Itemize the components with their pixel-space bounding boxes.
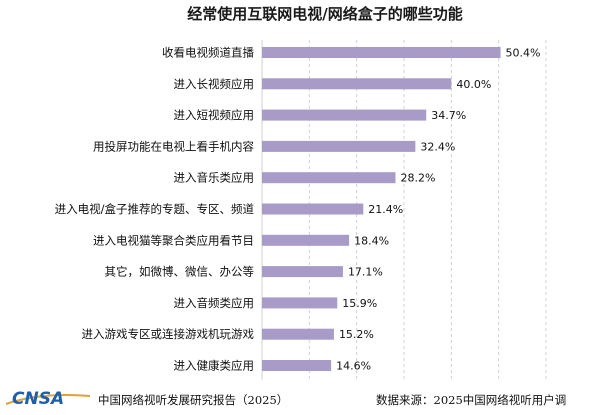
value-label: 18.4% — [354, 234, 389, 247]
value-label: 21.4% — [368, 203, 403, 216]
value-label: 17.1% — [348, 266, 383, 279]
value-label: 14.6% — [336, 360, 371, 373]
bar — [262, 47, 501, 58]
value-label: 15.2% — [339, 328, 374, 341]
footer: CNSA 中国网络视听发展研究报告（2025） 数据来源：2025中国网络视听用… — [5, 389, 566, 409]
bar — [262, 172, 396, 184]
category-labels: 收看电视频道直播进入长视频应用进入短视频应用用投屏功能在电视上看手机内容进入音乐… — [55, 46, 255, 373]
bar — [262, 203, 364, 215]
category-label: 进入电视猫等聚合类应用看节目 — [93, 233, 254, 247]
value-label: 28.2% — [400, 172, 435, 185]
bar — [262, 140, 416, 152]
bars — [262, 47, 501, 371]
report-name: 中国网络视听发展研究报告（2025） — [98, 393, 288, 407]
bar — [262, 78, 452, 90]
category-label: 进入短视频应用 — [174, 108, 255, 122]
value-labels: 50.4% 40.0% 34.7% 32.4% 28.2% 21.4% 18.4% 17.1%… — [336, 47, 540, 373]
category-label: 收看电视频道直播 — [162, 46, 254, 60]
chart-title: 经常使用互联网电视/网络盒子的哪些功能 — [187, 5, 462, 23]
value-label: 32.4% — [420, 140, 455, 153]
category-label: 进入电视/盒子推荐的专题、专区、频道 — [55, 202, 255, 216]
bar — [262, 297, 338, 309]
category-label: 进入健康类应用 — [174, 359, 255, 373]
bar — [262, 266, 343, 278]
category-label: 进入游戏专区或连接游戏机玩游戏 — [82, 327, 255, 341]
bar — [262, 109, 427, 121]
category-label: 用投屏功能在电视上看手机内容 — [93, 139, 254, 153]
category-label: 其它，如微博、微信、办公等 — [105, 265, 255, 279]
category-label: 进入长视频应用 — [174, 77, 255, 91]
value-label: 50.4% — [506, 47, 541, 60]
value-label: 34.7% — [431, 109, 466, 122]
bar — [262, 360, 332, 371]
bar — [262, 234, 350, 246]
value-label: 15.9% — [342, 297, 377, 310]
bar — [262, 328, 334, 340]
value-label: 40.0% — [456, 78, 491, 91]
logo-cnsa: CNSA — [12, 389, 64, 409]
category-label: 进入音乐类应用 — [174, 171, 255, 185]
data-source: 数据来源：2025中国网络视听用户调 — [376, 393, 566, 407]
logo-swoosh — [5, 394, 91, 405]
category-label: 进入音频类应用 — [174, 296, 255, 310]
